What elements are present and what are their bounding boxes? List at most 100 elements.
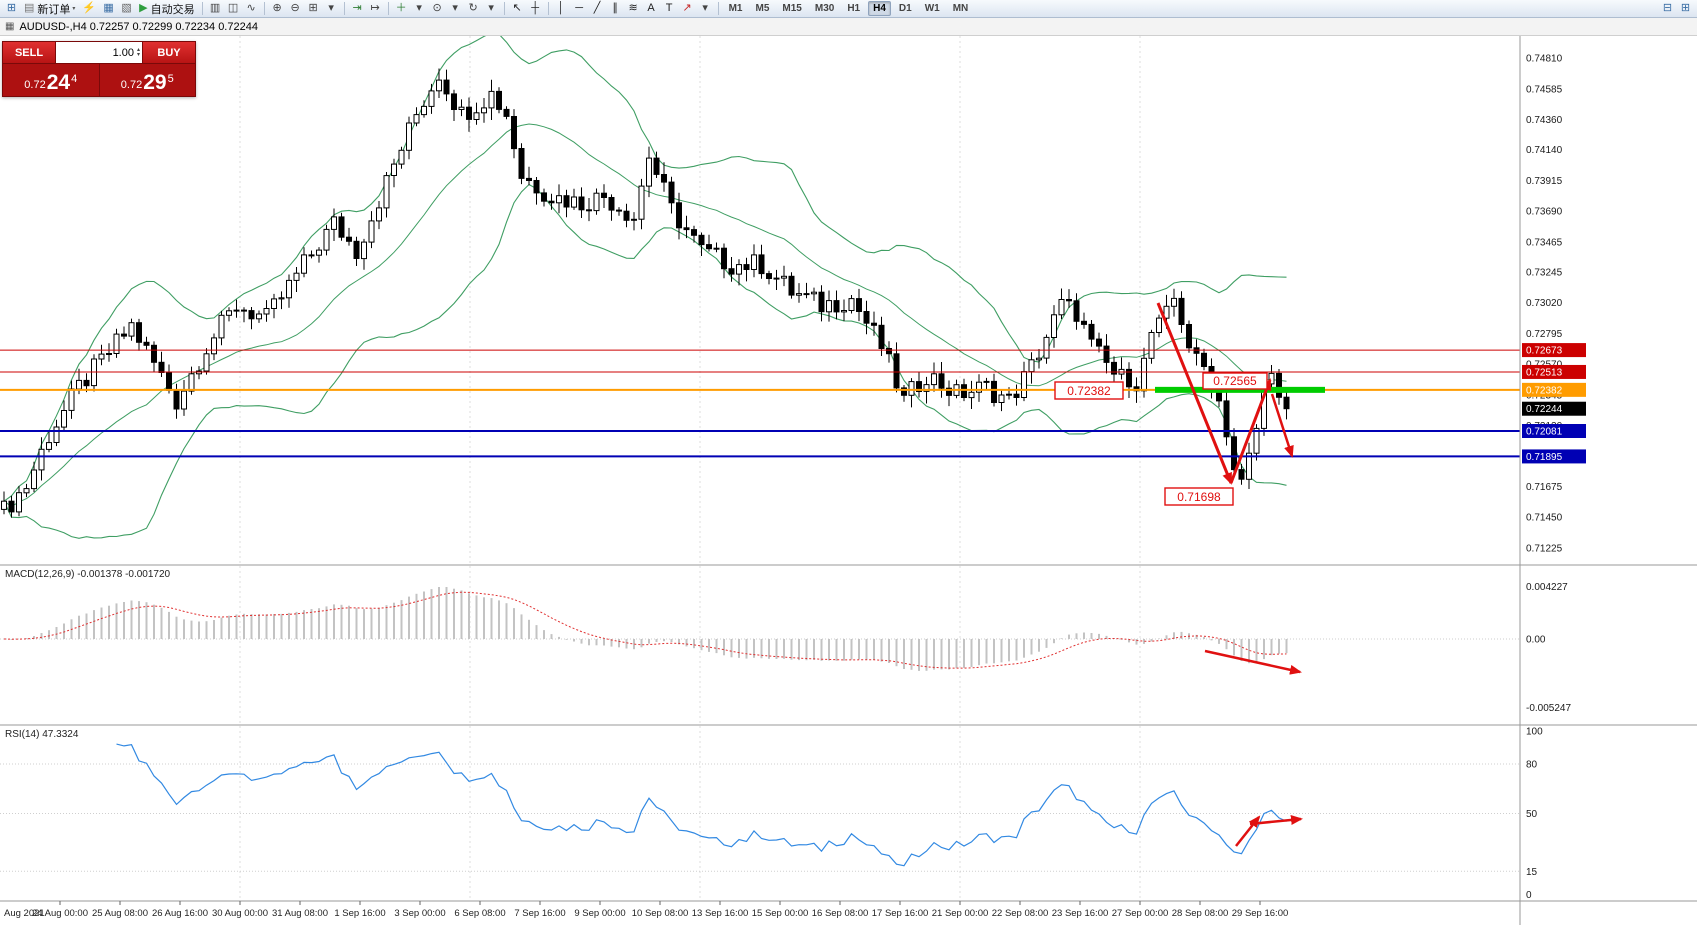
svg-text:24 Aug 00:00: 24 Aug 00:00 — [32, 908, 88, 919]
sell-price[interactable]: 0.72 24 4 — [3, 64, 99, 96]
quick-trade-icon-glyph: ⚡ — [82, 2, 97, 14]
timeframe-mn[interactable]: MN — [952, 3, 969, 14]
sell-price-prefix: 0.72 — [24, 79, 46, 91]
svg-text:0.74360: 0.74360 — [1526, 115, 1563, 126]
periods-caret-icon[interactable]: ▾ — [447, 1, 464, 17]
text-icon-glyph: A — [647, 2, 655, 14]
candlestick-chart-icon[interactable]: ◫ — [225, 1, 242, 17]
red-arrow — [1156, 302, 1233, 485]
periods-icon[interactable]: ⊙ — [429, 1, 446, 17]
svg-text:1 Sep 16:00: 1 Sep 16:00 — [334, 908, 385, 919]
toolbar-sep — [343, 2, 345, 15]
candlestick-chart-icon-glyph: ◫ — [227, 2, 239, 14]
macd-histogram — [10, 587, 1288, 671]
crosshair-icon[interactable]: ┼ — [527, 1, 544, 17]
window-list-icon[interactable]: ⊟ — [1659, 1, 1676, 17]
timeframe-m30[interactable]: M30 — [814, 3, 835, 14]
toolbar-sep — [201, 2, 203, 15]
week-separator-lines — [239, 36, 1141, 901]
new-order-button[interactable]: ▤ 新订单 ▾ — [21, 1, 78, 17]
periods-icon-glyph: ⊙ — [432, 2, 442, 14]
volume-up-icon[interactable]: ▴ — [136, 46, 140, 53]
fibonacci-icon-glyph: ≋ — [628, 2, 638, 14]
toolbar-sep — [503, 2, 505, 15]
trendline-icon[interactable]: ╱ — [589, 1, 606, 17]
price-chart[interactable]: 0.74810 0.74585 0.74360 0.74140 0.73915 0.736… — [0, 36, 1697, 939]
cursor-icon-glyph: ↖ — [512, 2, 522, 14]
indicators-caret-icon[interactable]: ▾ — [411, 1, 428, 17]
horizontal-level-lines[interactable] — [0, 349, 1520, 458]
app-window-icon[interactable]: ⊞ — [3, 1, 20, 17]
buy-price-big: 29 — [143, 71, 167, 94]
zoom-out-icon[interactable]: ⊖ — [287, 1, 304, 17]
timeframe-m1[interactable]: M1 — [728, 3, 743, 14]
svg-text:0.72795: 0.72795 — [1526, 329, 1563, 340]
red-arrow — [1229, 378, 1272, 484]
buy-button[interactable]: BUY — [143, 42, 195, 63]
fibonacci-icon[interactable]: ≋ — [625, 1, 642, 17]
shapes-caret-icon[interactable]: ▾ — [697, 1, 714, 17]
rsi-line — [116, 743, 1287, 867]
buy-price-sup: 5 — [167, 73, 174, 85]
timeframe-w1[interactable]: W1 — [924, 3, 940, 14]
svg-text:50: 50 — [1526, 809, 1538, 820]
autotrading-button[interactable]: ▶ 自动交易 — [136, 1, 197, 17]
label-icon[interactable]: T — [661, 1, 678, 17]
volume-stepper[interactable]: ▴ ▾ — [136, 46, 140, 58]
channel-icon-glyph: ∥ — [612, 2, 618, 14]
zoom-in-icon[interactable]: ⊕ — [269, 1, 286, 17]
profiles-icon[interactable]: ▧ — [118, 1, 135, 17]
svg-text:29 Sep 16:00: 29 Sep 16:00 — [1232, 908, 1289, 919]
buy-price[interactable]: 0.72 29 5 — [98, 64, 195, 96]
horizontal-line-icon[interactable]: ─ — [571, 1, 588, 17]
indicators-caret-icon-glyph: ▾ — [416, 2, 422, 14]
svg-text:17 Sep 16:00: 17 Sep 16:00 — [872, 908, 929, 919]
svg-text:0.71450: 0.71450 — [1526, 513, 1563, 524]
volume-field[interactable]: 1.00 ▴ ▾ — [55, 42, 143, 63]
svg-text:3 Sep 00:00: 3 Sep 00:00 — [394, 908, 445, 919]
timeframe-m15[interactable]: M15 — [782, 3, 802, 14]
cursor-icon[interactable]: ↖ — [509, 1, 526, 17]
templates-caret-icon[interactable]: ▾ — [483, 1, 500, 17]
volume-down-icon[interactable]: ▾ — [136, 51, 140, 58]
indicators-icon[interactable]: ＋ — [393, 1, 410, 17]
svg-text:0.74140: 0.74140 — [1526, 145, 1563, 156]
toolbar-sep — [717, 2, 719, 15]
timeframe-h4[interactable]: H4 — [868, 1, 891, 16]
channel-icon[interactable]: ∥ — [607, 1, 624, 17]
volume-value[interactable]: 1.00 — [112, 46, 134, 59]
vertical-line-icon[interactable]: │ — [553, 1, 570, 17]
quick-trade-icon[interactable]: ⚡ — [79, 1, 99, 17]
macd-label: MACD(12,26,9) -0.001378 -0.001720 — [5, 569, 171, 580]
svg-text:0.71895: 0.71895 — [1526, 452, 1563, 463]
auto-scroll-icon[interactable]: ⇥ — [349, 1, 366, 17]
tile-windows-icon[interactable]: ⊞ — [305, 1, 322, 17]
templates-caret-icon-glyph: ▾ — [488, 2, 494, 14]
svg-text:15 Sep 00:00: 15 Sep 00:00 — [752, 908, 809, 919]
red-arrow — [1249, 814, 1303, 826]
zoom-out-icon-glyph: ⊖ — [290, 2, 300, 14]
svg-text:13 Sep 16:00: 13 Sep 16:00 — [692, 908, 749, 919]
sell-button[interactable]: SELL — [3, 42, 55, 63]
arrows-tool-icon[interactable]: ↗ — [679, 1, 696, 17]
vertical-line-icon-glyph: │ — [557, 2, 565, 14]
buy-price-prefix: 0.72 — [120, 79, 143, 91]
dock-icon[interactable]: ⊞ — [1677, 1, 1694, 17]
trendline-icon-glyph: ╱ — [593, 2, 601, 14]
bar-chart-icon[interactable]: ▥ — [207, 1, 224, 17]
timeframe-m5[interactable]: M5 — [755, 3, 770, 14]
svg-text:7 Sep 16:00: 7 Sep 16:00 — [514, 908, 565, 919]
templates-icon[interactable]: ↻ — [465, 1, 482, 17]
new-order-button-label: 新订单 — [37, 3, 71, 16]
timeframe-d1[interactable]: D1 — [898, 3, 912, 14]
autotrading-glyph: ▶ — [139, 2, 148, 14]
text-icon[interactable]: A — [643, 1, 660, 17]
timeframe-h1[interactable]: H1 — [847, 3, 861, 14]
svg-text:28 Sep 08:00: 28 Sep 08:00 — [1172, 908, 1229, 919]
chart-window-icon[interactable]: ▦ — [100, 1, 117, 17]
annotations[interactable]: 0.72565 0.72382 0.71698 — [1054, 302, 1325, 847]
windows-caret-icon-glyph: ▾ — [328, 2, 334, 14]
windows-caret-icon[interactable]: ▾ — [323, 1, 340, 17]
line-chart-icon[interactable]: ∿ — [243, 1, 260, 17]
chart-shift-icon[interactable]: ↦ — [367, 1, 384, 17]
